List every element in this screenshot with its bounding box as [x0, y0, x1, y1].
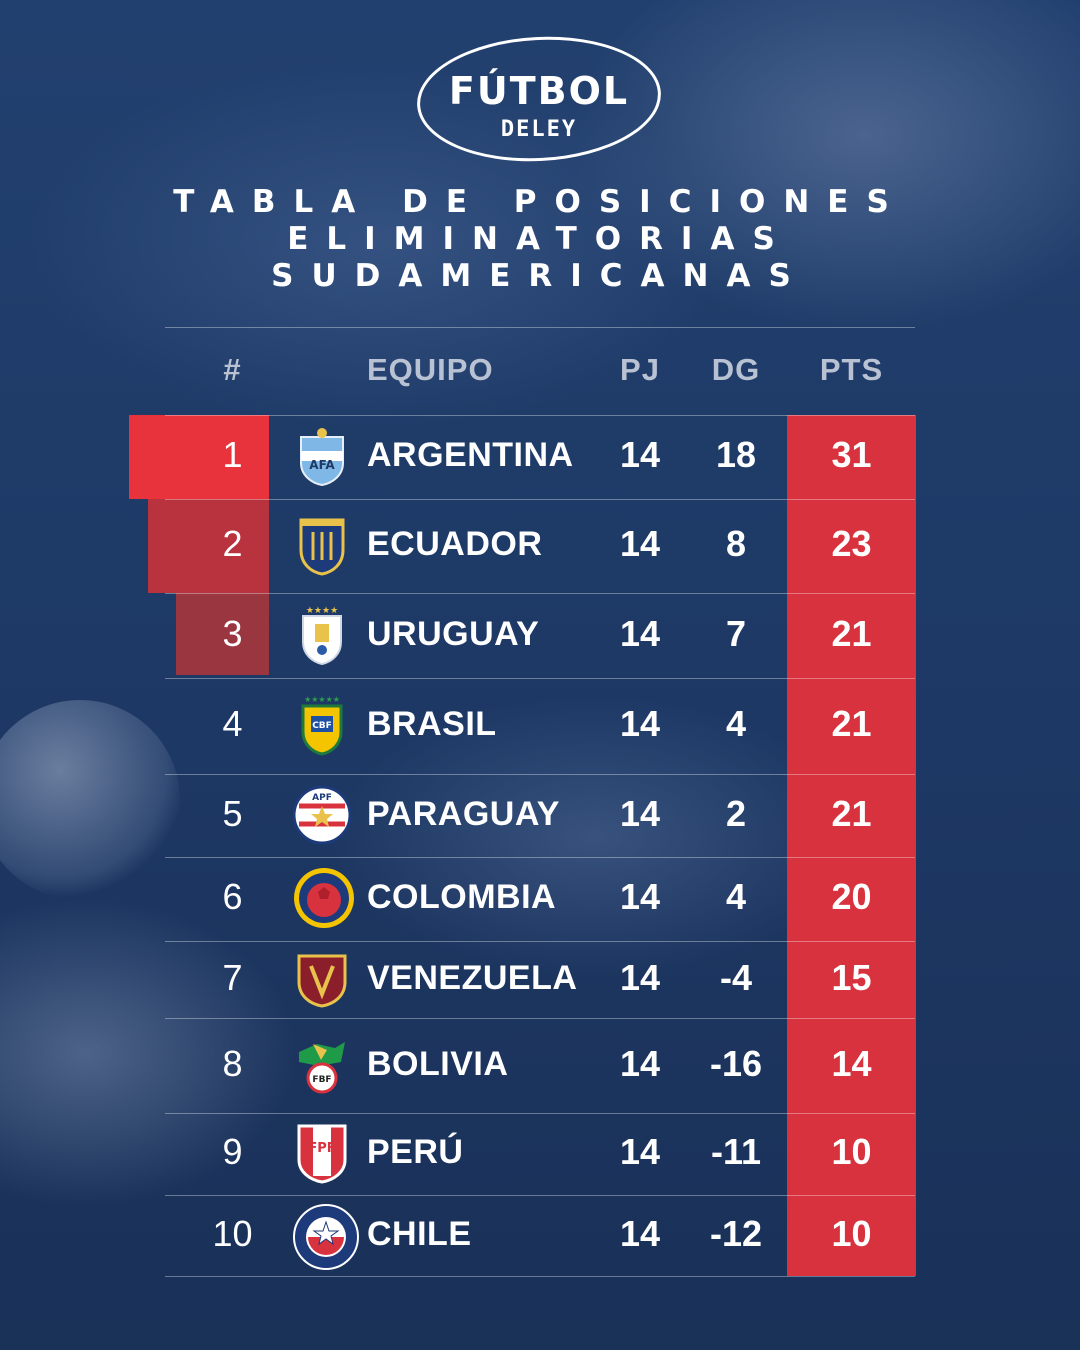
svg-text:★★★★: ★★★★	[306, 606, 338, 616]
row-divider	[165, 774, 915, 775]
row-played: 14	[619, 1213, 661, 1254]
row-divider	[165, 1018, 915, 1019]
row-points: 21	[831, 703, 872, 744]
row-goal-difference: 8	[725, 523, 747, 564]
row-goal-difference: -4	[719, 957, 752, 998]
brand-logo: FÚTBOL DELEY	[413, 30, 665, 168]
svg-text:AFA: AFA	[309, 458, 335, 472]
afa-crest-icon: AFA	[293, 425, 351, 487]
header-pts: PTS	[819, 352, 884, 387]
row-rank: 3	[222, 613, 243, 654]
row-goal-difference: 18	[715, 434, 757, 475]
row-points: 10	[831, 1213, 872, 1254]
row-played: 14	[619, 793, 661, 834]
row-played: 14	[619, 1043, 661, 1084]
svg-text:FPF: FPF	[308, 1141, 335, 1156]
fef-crest-icon	[293, 514, 351, 576]
row-divider	[165, 678, 915, 679]
row-divider	[165, 857, 915, 858]
apf-crest-icon: APF	[292, 784, 352, 846]
auf-crest-icon: ★★★★	[293, 604, 351, 666]
row-points: 31	[831, 434, 872, 475]
logo-main-text: FÚTBOL	[448, 69, 630, 113]
row-played: 14	[619, 1131, 661, 1172]
row-team-name: BOLIVIA	[367, 1045, 509, 1083]
row-points: 23	[831, 523, 872, 564]
row-goal-difference: 2	[725, 793, 747, 834]
row-played: 14	[619, 876, 661, 917]
fcf-crest-icon	[293, 867, 354, 929]
rank-3-highlight	[176, 593, 269, 675]
row-team-name: ECUADOR	[367, 525, 543, 563]
row-goal-difference: -12	[709, 1213, 763, 1254]
row-rank: 7	[222, 957, 243, 998]
row-rank: 4	[222, 703, 243, 744]
header-rank: #	[223, 352, 242, 387]
row-divider	[165, 1113, 915, 1114]
row-team-name: URUGUAY	[367, 615, 540, 653]
row-played: 14	[619, 523, 661, 564]
row-team-name: ARGENTINA	[367, 436, 574, 474]
row-divider	[165, 941, 915, 942]
row-points: 21	[831, 793, 872, 834]
row-goal-difference: -11	[710, 1131, 762, 1172]
row-played: 14	[619, 613, 661, 654]
ffch-crest-icon	[293, 1204, 359, 1270]
fpf-crest-icon: FPF	[293, 1122, 351, 1184]
row-rank: 2	[222, 523, 243, 564]
table-top-divider	[165, 327, 915, 328]
row-played: 14	[619, 434, 661, 475]
page-title: TABLA DE POSICIONES ELIMINATORIAS SUDAME…	[0, 184, 1080, 295]
rank-1-highlight	[129, 415, 269, 499]
row-goal-difference: 4	[725, 703, 747, 744]
row-points: 20	[831, 876, 872, 917]
title-line-1: TABLA DE POSICIONES	[173, 184, 907, 220]
header-pj: PJ	[620, 352, 660, 387]
fvf-crest-icon	[293, 948, 351, 1010]
header-dg: DG	[711, 352, 761, 387]
row-points: 10	[831, 1131, 872, 1172]
rank-2-highlight	[148, 499, 269, 593]
row-played: 14	[619, 703, 661, 744]
row-team-name: PARAGUAY	[367, 795, 560, 833]
soccer-ball-image	[0, 700, 180, 900]
row-team-name: BRASIL	[367, 705, 497, 743]
row-rank: 5	[222, 793, 243, 834]
title-line-2: ELIMINATORIAS	[287, 221, 793, 257]
svg-text:FBF: FBF	[312, 1075, 331, 1085]
svg-text:★★★★★: ★★★★★	[304, 695, 340, 704]
row-divider	[165, 499, 915, 500]
row-rank: 8	[222, 1043, 243, 1084]
svg-text:CBF: CBF	[312, 721, 332, 731]
fbf-crest-icon: FBF	[293, 1034, 351, 1096]
row-goal-difference: -16	[709, 1043, 763, 1084]
row-rank: 9	[222, 1131, 243, 1172]
row-team-name: PERÚ	[367, 1133, 464, 1171]
row-rank: 1	[222, 434, 243, 475]
row-rank: 6	[222, 876, 243, 917]
header-divider	[165, 415, 915, 416]
row-divider	[165, 593, 915, 594]
row-team-name: VENEZUELA	[367, 959, 578, 997]
row-team-name: CHILE	[367, 1215, 472, 1253]
row-goal-difference: 4	[725, 876, 747, 917]
row-points: 21	[831, 613, 872, 654]
row-team-name: COLOMBIA	[367, 878, 557, 916]
row-divider	[165, 1276, 915, 1277]
svg-text:APF: APF	[312, 793, 332, 803]
row-rank: 10	[212, 1213, 253, 1254]
header-team: EQUIPO	[367, 352, 494, 387]
title-line-3: SUDAMERICANAS	[271, 258, 809, 294]
points-column-highlight	[787, 415, 916, 1276]
row-goal-difference: 7	[725, 613, 747, 654]
row-divider	[165, 1195, 915, 1196]
row-points: 14	[831, 1043, 872, 1084]
row-points: 15	[831, 957, 872, 998]
logo-sub-text: DELEY	[500, 117, 578, 142]
cbf-crest-icon: ★★★★★ CBF	[293, 694, 351, 756]
row-played: 14	[619, 957, 661, 998]
